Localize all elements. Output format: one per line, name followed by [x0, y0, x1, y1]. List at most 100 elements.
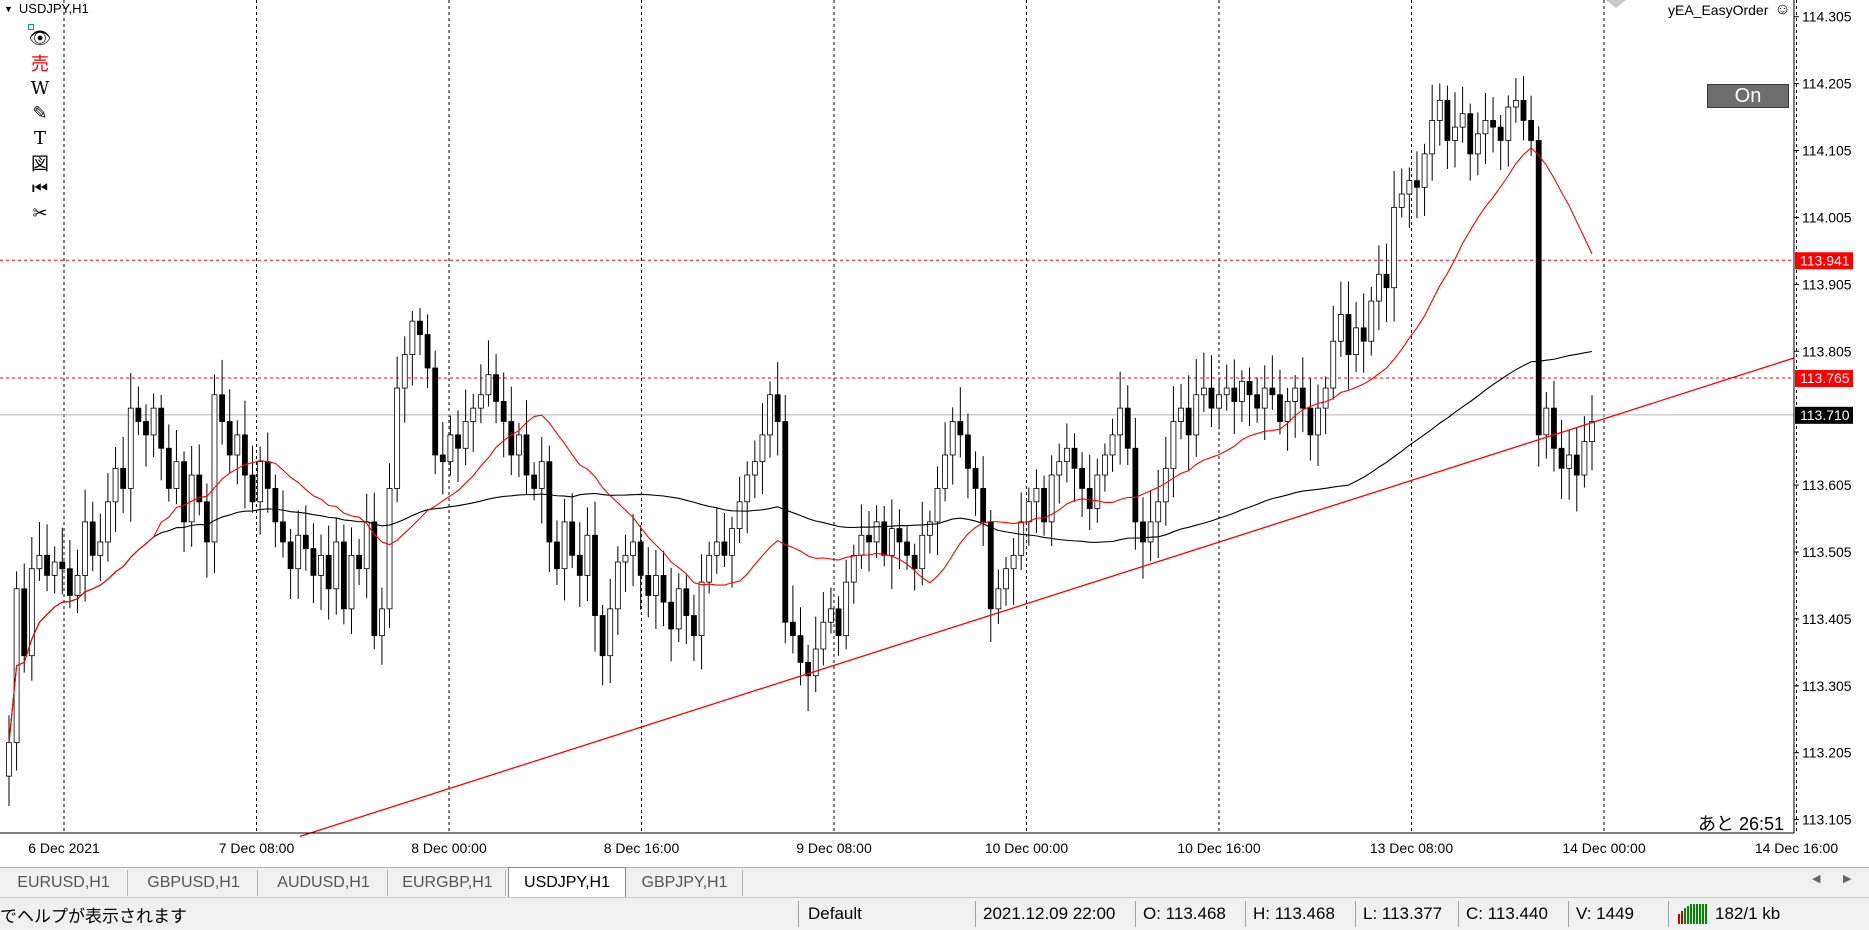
candle [721, 512, 728, 567]
candle [1269, 355, 1276, 410]
price-tick-label: 114.205 [1802, 76, 1852, 92]
tab-scroll-right-icon[interactable]: ▶ [1843, 873, 1852, 885]
candle [280, 490, 286, 558]
candle [135, 386, 142, 436]
candle [287, 528, 294, 600]
candle [424, 314, 431, 389]
time-label: 8 Dec 16:00 [604, 840, 680, 856]
tab-scroll-left-icon[interactable]: ◀ [1812, 873, 1821, 885]
candle [1056, 443, 1063, 504]
candle [888, 499, 895, 590]
candle [211, 374, 218, 573]
tab-gbpusd-h1[interactable]: GBPUSD,H1 [130, 870, 258, 896]
price-marker-label: 113.941 [1795, 252, 1853, 270]
candle [1543, 391, 1550, 459]
candle [51, 546, 58, 594]
candle [957, 387, 964, 458]
candle [318, 534, 324, 611]
candle [759, 403, 766, 494]
candle [812, 616, 819, 693]
candle [1292, 375, 1299, 438]
candle [1200, 352, 1207, 413]
candle [1467, 103, 1474, 181]
candle [1102, 443, 1108, 492]
candle [660, 550, 667, 627]
candle [105, 473, 111, 562]
candle [112, 447, 119, 533]
candle [1132, 417, 1139, 550]
candle [668, 567, 675, 662]
candle [1155, 469, 1162, 558]
candle [538, 437, 545, 524]
candle [1246, 367, 1253, 426]
tab-gbpjpy-h1[interactable]: GBPJPY,H1 [627, 870, 743, 896]
dropdown-triangle-icon[interactable]: ▼ [4, 3, 13, 14]
tab-audusd-h1[interactable]: AUDUSD,H1 [260, 870, 388, 896]
candle [1482, 92, 1489, 165]
candle [1033, 469, 1040, 534]
candle [744, 461, 751, 534]
tab-usdjpy-h1[interactable]: USDJPY,H1 [508, 867, 626, 898]
candle [561, 498, 568, 601]
candle [1284, 387, 1291, 451]
candle [1094, 458, 1101, 523]
candle [706, 541, 713, 594]
candle [835, 596, 842, 656]
candle [143, 404, 149, 467]
candle [165, 424, 172, 502]
tab-eurgbp-h1[interactable]: EURGBP,H1 [390, 870, 506, 896]
sell-icon[interactable]: 売 [31, 54, 49, 75]
candle [150, 393, 157, 458]
candle [1429, 84, 1436, 181]
candle [683, 575, 690, 644]
tab-eurusd-h1[interactable]: EURUSD,H1 [0, 870, 128, 896]
candle [477, 364, 484, 424]
candle [203, 483, 210, 578]
candle [911, 543, 918, 591]
candle [797, 607, 804, 686]
candle [767, 381, 773, 458]
trendline[interactable] [299, 357, 1795, 837]
eye-icon[interactable]: 👁 [28, 27, 52, 49]
candle [1520, 76, 1527, 141]
candle [348, 527, 355, 635]
candle [310, 523, 317, 604]
candle [546, 445, 553, 573]
candle [1261, 365, 1268, 441]
candle [1117, 371, 1124, 465]
candle [1193, 359, 1200, 457]
diagram-icon[interactable]: 図 [31, 154, 49, 175]
time-label: 14 Dec 00:00 [1562, 840, 1645, 856]
candle [447, 415, 454, 476]
w-icon[interactable]: W [30, 77, 50, 99]
candle [599, 604, 606, 686]
candle [820, 592, 827, 666]
candle [21, 563, 28, 673]
candle [729, 516, 735, 588]
candle [1383, 243, 1390, 323]
candle [691, 594, 697, 662]
candle [196, 444, 203, 516]
price-tick-label: 113.305 [1802, 678, 1852, 694]
candle [1474, 112, 1481, 176]
candle [1239, 370, 1245, 422]
candle [569, 493, 576, 569]
candle [500, 372, 507, 458]
price-tick-label: 114.105 [1802, 143, 1852, 159]
pencil-icon[interactable]: ✎ [32, 102, 48, 124]
ea-on-button[interactable]: On [1707, 84, 1789, 108]
candle [1353, 301, 1359, 373]
candle [249, 445, 256, 513]
bar-volume: V: 1449 [1576, 904, 1634, 923]
candle [409, 311, 416, 386]
candle [485, 340, 492, 407]
rewind-icon[interactable]: ⏮ [31, 177, 49, 199]
candle [614, 546, 621, 635]
text-icon[interactable]: T [33, 127, 46, 149]
candle [1277, 369, 1283, 435]
candle [1406, 167, 1413, 228]
connection-status[interactable]: 182/1 kb [1678, 898, 1780, 930]
candle [1178, 384, 1184, 440]
scissors-icon[interactable]: ✂ [32, 202, 48, 224]
